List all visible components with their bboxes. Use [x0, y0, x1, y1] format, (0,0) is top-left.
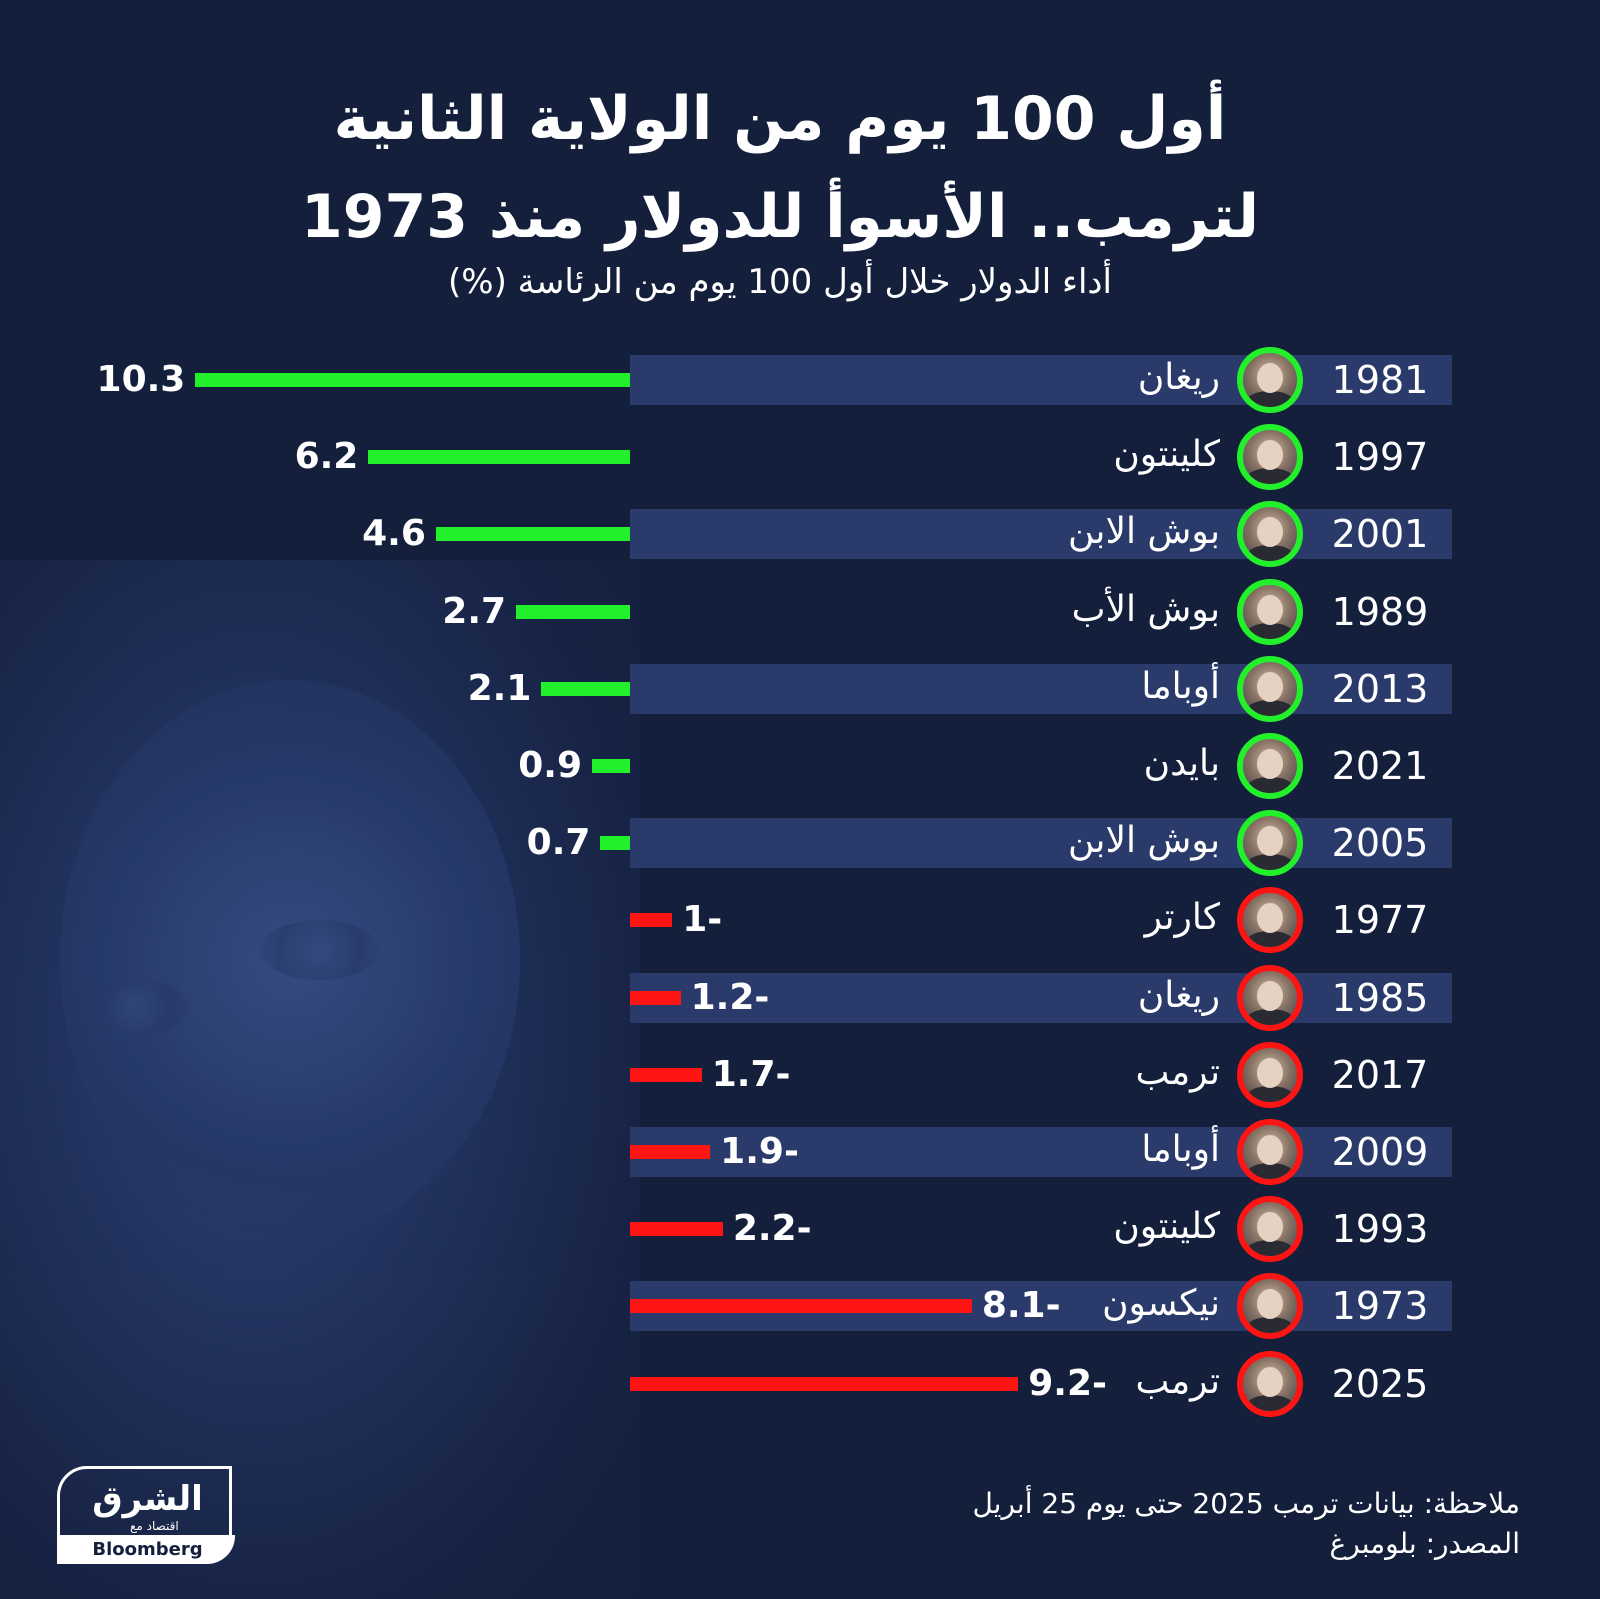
- president-portrait-icon: [1237, 1119, 1303, 1185]
- bar-2001: [435, 527, 630, 542]
- row-band: [630, 1127, 1452, 1177]
- value-label-1997: 6.2: [294, 436, 359, 478]
- president-portrait-icon: [1237, 655, 1303, 722]
- bar-2009: [630, 1145, 711, 1159]
- value-label-2017: 1.7-: [711, 1053, 791, 1095]
- president-portrait-icon: [1237, 424, 1303, 491]
- president-name-2001: بوش الابن: [1068, 511, 1220, 553]
- year-label-2013: 2013: [1331, 666, 1429, 711]
- bar-1993: [630, 1222, 723, 1237]
- bar-2017: [630, 1067, 702, 1082]
- footer-note: ملاحظة: بيانات ترمب 2025 حتى يوم 25 أبري…: [972, 1487, 1520, 1520]
- year-label-2005: 2005: [1331, 821, 1429, 866]
- value-label-1993: 2.2-: [732, 1208, 812, 1250]
- president-name-1985: ريغان: [1137, 974, 1220, 1016]
- value-label-1989: 2.7: [442, 590, 507, 632]
- year-label-2009: 2009: [1331, 1130, 1429, 1174]
- year-label-1997: 1997: [1331, 435, 1429, 480]
- logo-arabic-text: الشرق: [92, 1479, 203, 1519]
- asharq-bloomberg-logo: الشرق اقتصاد مع Bloomberg: [57, 1466, 235, 1564]
- president-portrait-icon: [1237, 1041, 1303, 1108]
- president-name-2021: بايدن: [1143, 743, 1220, 784]
- president-portrait-icon: [1237, 1196, 1303, 1263]
- president-name-2005: بوش الابن: [1068, 820, 1220, 862]
- president-portrait-icon: [1237, 347, 1303, 413]
- bar-2025: [630, 1376, 1019, 1391]
- bar-1977: [630, 913, 673, 928]
- row-band: [630, 818, 1452, 869]
- year-label-1989: 1989: [1331, 589, 1429, 634]
- president-portrait-icon: [1237, 578, 1303, 645]
- year-label-1993: 1993: [1331, 1207, 1429, 1252]
- value-label-1973: 8.1-: [981, 1285, 1061, 1327]
- logo-bloomberg-text: Bloomberg: [60, 1535, 235, 1564]
- bar-2013: [541, 681, 630, 696]
- value-label-2013: 2.1: [467, 667, 532, 709]
- year-label-1973: 1973: [1331, 1284, 1429, 1329]
- row-band: [630, 509, 1452, 560]
- president-portrait-icon: [1237, 810, 1303, 877]
- president-name-1973: نيكسون: [1102, 1283, 1220, 1325]
- president-portrait-icon: [1237, 887, 1303, 954]
- bar-2005: [600, 836, 630, 851]
- president-name-1997: كلينتون: [1113, 434, 1220, 476]
- year-label-2025: 2025: [1331, 1361, 1429, 1406]
- year-label-1985: 1985: [1331, 975, 1429, 1020]
- title-line-2: لترمب.. الأسوأ للدولار منذ 1973: [300, 182, 1260, 252]
- president-name-1977: كارتر: [1144, 897, 1220, 939]
- value-label-2009: 1.9-: [720, 1131, 799, 1172]
- president-portrait-icon: [1237, 501, 1303, 568]
- footer-source: المصدر: بلومبرغ: [1329, 1527, 1520, 1560]
- value-label-1981: 10.3: [96, 359, 186, 400]
- value-label-2025: 9.2-: [1028, 1362, 1107, 1404]
- chart-title: أول 100 يوم من الولاية الثانية لترمب.. ا…: [0, 70, 1560, 266]
- value-label-1985: 1.2-: [690, 976, 770, 1018]
- president-name-1993: كلينتون: [1113, 1206, 1220, 1248]
- bar-1985: [630, 990, 681, 1005]
- president-name-1989: بوش الأب: [1071, 588, 1220, 630]
- bar-1981: [195, 373, 630, 387]
- bar-1973: [630, 1299, 972, 1314]
- chart-subtitle: أداء الدولار خلال أول 100 يوم من الرئاسة…: [448, 262, 1112, 302]
- title-line-1: أول 100 يوم من الولاية الثانية: [333, 84, 1227, 154]
- president-name-2009: أوباما: [1141, 1129, 1220, 1170]
- row-band: [630, 663, 1452, 714]
- year-label-1977: 1977: [1331, 898, 1429, 943]
- year-label-2001: 2001: [1331, 512, 1429, 557]
- president-name-1981: ريغان: [1137, 357, 1220, 398]
- value-label-2005: 0.7: [526, 822, 591, 864]
- year-label-1981: 1981: [1331, 358, 1429, 402]
- value-label-1977: 1-: [682, 899, 723, 941]
- president-name-2017: ترمب: [1135, 1051, 1220, 1093]
- bar-1997: [368, 450, 630, 465]
- president-portrait-icon: [1237, 1273, 1303, 1340]
- dollar-portrait-background: [0, 560, 640, 1599]
- president-name-2025: ترمب: [1135, 1360, 1220, 1402]
- president-portrait-icon: [1237, 733, 1303, 799]
- year-label-2021: 2021: [1331, 744, 1429, 788]
- president-portrait-icon: [1237, 1350, 1303, 1417]
- president-portrait-icon: [1237, 964, 1303, 1031]
- row-band: [630, 355, 1452, 405]
- value-label-2001: 4.6: [362, 513, 426, 555]
- president-name-2013: أوباما: [1141, 665, 1220, 707]
- value-label-2021: 0.9: [518, 745, 583, 786]
- logo-subtext: اقتصاد مع: [130, 1519, 179, 1533]
- row-band: [630, 972, 1452, 1023]
- year-label-2017: 2017: [1331, 1052, 1429, 1097]
- bar-1989: [516, 604, 630, 619]
- bar-2021: [592, 759, 630, 773]
